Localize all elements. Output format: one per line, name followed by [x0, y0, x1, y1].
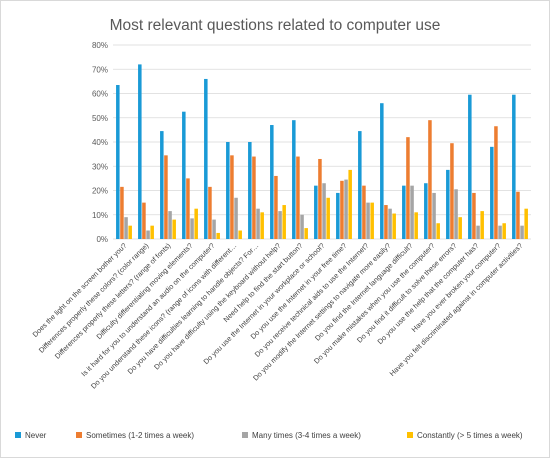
bar [116, 85, 120, 239]
bar [370, 202, 374, 239]
bar [436, 223, 440, 239]
legend-swatch [15, 432, 21, 438]
bar [326, 197, 330, 239]
bar [454, 189, 458, 239]
bar [234, 197, 238, 239]
bar [212, 219, 216, 239]
y-tick-label: 60% [92, 90, 108, 99]
bar [164, 155, 168, 239]
y-tick-label: 50% [92, 114, 108, 123]
legend-label: Many times (3-4 times a week) [252, 431, 361, 440]
legend-swatch [242, 432, 248, 438]
bar [322, 183, 326, 239]
bar [124, 217, 128, 239]
bar [190, 218, 194, 239]
bar [358, 131, 362, 239]
bar [480, 211, 484, 239]
bar [414, 212, 418, 239]
bar [344, 179, 348, 239]
legend-swatch [76, 432, 82, 438]
bar [458, 217, 462, 239]
bar [256, 208, 260, 239]
bar [446, 169, 450, 239]
bar [432, 192, 436, 239]
bar [384, 205, 388, 239]
bar [142, 202, 146, 239]
bar [498, 225, 502, 239]
bar [494, 126, 498, 239]
bar [238, 230, 242, 239]
bar [146, 230, 150, 239]
bar [424, 183, 428, 239]
bar [292, 120, 296, 239]
bar [406, 137, 410, 239]
bar [274, 175, 278, 239]
bar [362, 185, 366, 239]
bar [296, 156, 300, 239]
bar [502, 223, 506, 239]
bar [314, 185, 318, 239]
bar [468, 94, 472, 240]
bar [348, 169, 352, 239]
bar [410, 185, 414, 239]
bar [490, 146, 494, 239]
bar [516, 191, 520, 239]
bar [226, 142, 230, 239]
bar [388, 208, 392, 239]
legend-label: Never [25, 431, 47, 440]
legend-swatch [407, 432, 413, 438]
legend-label: Sometimes (1-2 times a week) [86, 431, 194, 440]
bar [380, 103, 384, 239]
bar [150, 225, 154, 239]
bar [248, 142, 252, 239]
bar [172, 219, 176, 239]
bar [186, 178, 190, 239]
bar [160, 131, 164, 239]
y-tick-label: 40% [92, 138, 108, 147]
bar [282, 205, 286, 239]
bar [204, 78, 208, 239]
bar [168, 211, 172, 239]
y-tick-label: 0% [96, 235, 108, 244]
y-tick-label: 30% [92, 162, 108, 171]
y-tick-label: 20% [92, 187, 108, 196]
bar [450, 143, 454, 239]
bar [208, 186, 212, 239]
bar [524, 208, 528, 239]
bar [304, 228, 308, 239]
bar [520, 225, 524, 239]
bar [476, 225, 480, 239]
y-tick-label: 70% [92, 65, 108, 74]
bar [392, 213, 396, 239]
bar [512, 94, 516, 240]
bar [128, 225, 132, 239]
bar [300, 214, 304, 239]
bar [318, 158, 322, 239]
bar [216, 232, 220, 239]
bar [278, 211, 282, 239]
bar [336, 192, 340, 239]
bar [472, 192, 476, 239]
bar [182, 111, 186, 239]
bar [138, 64, 142, 240]
bar [340, 180, 344, 239]
bar [366, 202, 370, 239]
bar [230, 155, 234, 239]
bar [194, 208, 198, 239]
y-tick-label: 10% [92, 211, 108, 220]
legend-label: Constantly (> 5 times a week) [417, 431, 523, 440]
bar [252, 156, 256, 239]
bar [260, 212, 264, 239]
bar [428, 120, 432, 239]
bar [402, 185, 406, 239]
y-tick-label: 80% [92, 41, 108, 50]
bar [270, 125, 274, 239]
bar [120, 186, 124, 239]
chart-title: Most relevant questions related to compu… [110, 17, 441, 34]
